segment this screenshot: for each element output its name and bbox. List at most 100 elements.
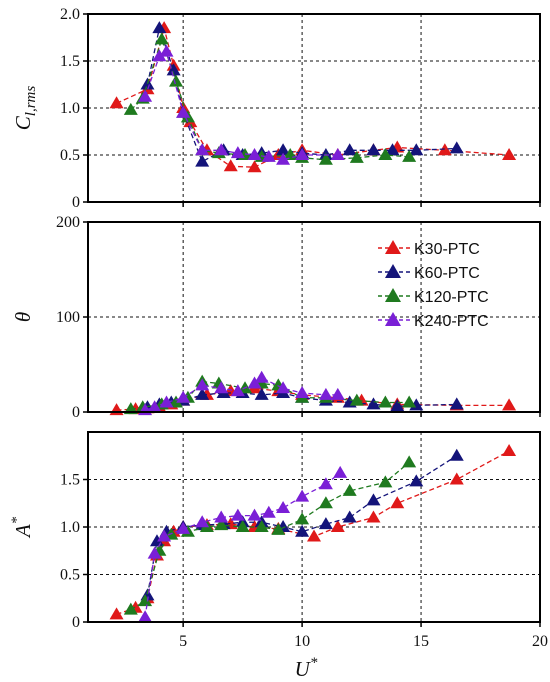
- marker-clrms-0-14: [437, 143, 452, 156]
- marker-theta-3-6: [230, 384, 245, 397]
- x-axis-label: U*: [295, 655, 318, 681]
- marker-theta-2-14: [402, 395, 417, 408]
- legend-entry-k120: K120-PTC: [378, 288, 489, 306]
- panel-astar: 0 0.5 1.0 1.5 5 10 15 20 A*: [9, 431, 548, 650]
- marker-clrms-0-15: [502, 148, 517, 160]
- marker-astar-0-0: [109, 607, 124, 620]
- legend-entry-k240: K240-PTC: [378, 312, 489, 330]
- marker-clrms-2-12: [349, 150, 364, 163]
- marker-clrms-3-7: [247, 148, 262, 160]
- marker-astar-2-6: [214, 518, 229, 531]
- marker-theta-3-11: [318, 387, 333, 400]
- y-tick-label-astar-0: 0: [72, 614, 80, 631]
- legend-label-k240: K240-PTC: [414, 313, 489, 330]
- marker-astar-2-9: [271, 522, 286, 535]
- marker-astar-2-1: [138, 594, 153, 607]
- y-tick-label-astar-3: 1.5: [60, 472, 80, 489]
- marker-clrms-3-6: [230, 146, 245, 159]
- marker-clrms-1-13: [385, 143, 400, 156]
- marker-theta-2-3: [169, 395, 184, 408]
- marker-theta-2-12: [349, 393, 364, 406]
- marker-astar-3-0: [138, 610, 153, 623]
- x-tick-label-2: 15: [413, 633, 429, 650]
- legend: K30-PTC K60-PTC K120-PTC K240-PTC: [378, 240, 489, 330]
- marker-clrms-3-5: [214, 143, 229, 156]
- marker-clrms-1-11: [342, 143, 357, 156]
- marker-astar-2-13: [378, 475, 393, 488]
- marker-clrms-2-13: [378, 148, 393, 160]
- y-tick-label-theta-0: 0: [72, 404, 80, 421]
- y-tick-label-clrms-1: 0.5: [60, 147, 80, 164]
- marker-theta-3-12: [330, 387, 345, 400]
- marker-clrms-1-4: [195, 154, 210, 167]
- x-tick-label-3: 20: [532, 633, 548, 650]
- y-tick-label-theta-1: 100: [56, 309, 80, 326]
- marker-astar-3-6: [230, 508, 245, 521]
- marker-astar-3-9: [276, 501, 291, 513]
- marker-astar-1-11: [342, 510, 357, 523]
- marker-theta-1-7: [254, 387, 269, 400]
- legend-label-k30: K30-PTC: [414, 241, 480, 258]
- y-tick-label-clrms-3: 1.5: [60, 53, 80, 70]
- y-axis-label-astar-sup: *: [9, 516, 25, 524]
- x-tick-label-0: 5: [179, 633, 187, 650]
- marker-theta-3-4: [195, 378, 210, 391]
- y-axis-label-clrms: Cl,rms: [11, 86, 39, 131]
- marker-theta-0-15: [502, 398, 517, 411]
- marker-astar-3-11: [318, 477, 333, 490]
- marker-astar-0-12: [330, 520, 345, 532]
- legend-label-k60: K60-PTC: [414, 265, 480, 282]
- y-tick-label-clrms-4: 2.0: [60, 6, 80, 23]
- marker-theta-3-2: [159, 395, 174, 408]
- marker-clrms-3-2: [159, 44, 174, 57]
- marker-theta-3-5: [214, 381, 229, 394]
- legend-entry-k60: K60-PTC: [378, 264, 480, 282]
- series-line-clrms-0: [116, 25, 510, 168]
- marker-astar-0-13: [366, 510, 381, 523]
- marker-astar-0-14: [390, 496, 405, 509]
- marker-clrms-1-14: [409, 143, 424, 156]
- marker-clrms-2-14: [402, 149, 417, 162]
- marker-clrms-3-0: [138, 89, 153, 102]
- marker-clrms-3-4: [195, 143, 210, 156]
- marker-astar-2-8: [254, 520, 269, 532]
- marker-astar-0-16: [502, 444, 517, 456]
- y-axis-label-clrms-sub: l,rms: [23, 86, 39, 117]
- marker-clrms-1-2: [166, 63, 181, 76]
- marker-clrms-0-8: [247, 160, 262, 173]
- legend-marker-k30: [385, 240, 401, 254]
- marker-astar-3-8: [261, 505, 276, 518]
- y-tick-label-clrms-2: 1.0: [60, 100, 80, 117]
- marker-clrms-3-9: [276, 152, 291, 165]
- marker-astar-3-2: [157, 529, 172, 542]
- y-axis-label-clrms-main: C: [11, 115, 35, 130]
- marker-clrms-3-8: [261, 149, 276, 162]
- marker-theta-3-8: [254, 370, 269, 383]
- marker-astar-1-9: [295, 524, 310, 537]
- marker-theta-3-7: [247, 376, 262, 389]
- panels: 0 0.5 1.0 1.5 2.0 Cl,rms 0 100 200 θ 0 0.5 1.0 1.5 5 10…: [9, 6, 548, 650]
- marker-clrms-0-0: [109, 96, 124, 109]
- series-line-astar-3: [144, 472, 341, 618]
- marker-clrms-1-12: [366, 143, 381, 156]
- y-axis-label-theta-main: θ: [11, 312, 35, 322]
- marker-clrms-3-11: [330, 148, 345, 160]
- y-axis-label-theta: θ: [11, 312, 35, 322]
- marker-clrms-1-8: [276, 143, 291, 156]
- y-axis-label-astar: A*: [9, 516, 35, 539]
- series-line-clrms-2: [130, 37, 410, 161]
- marker-astar-3-1: [147, 546, 162, 559]
- legend-label-k120: K120-PTC: [414, 289, 489, 306]
- marker-astar-2-11: [318, 496, 333, 509]
- marker-clrms-1-15: [449, 141, 464, 154]
- series-line-clrms-1: [146, 25, 457, 163]
- legend-marker-k120: [385, 288, 401, 302]
- marker-astar-3-7: [247, 508, 262, 521]
- marker-clrms-2-11: [318, 152, 333, 165]
- marker-astar-1-12: [366, 493, 381, 506]
- y-tick-label-clrms-0: 0: [72, 194, 80, 211]
- marker-clrms-3-3: [176, 105, 191, 118]
- legend-entry-k30: K30-PTC: [378, 240, 480, 258]
- x-axis-label-main: U: [295, 657, 312, 681]
